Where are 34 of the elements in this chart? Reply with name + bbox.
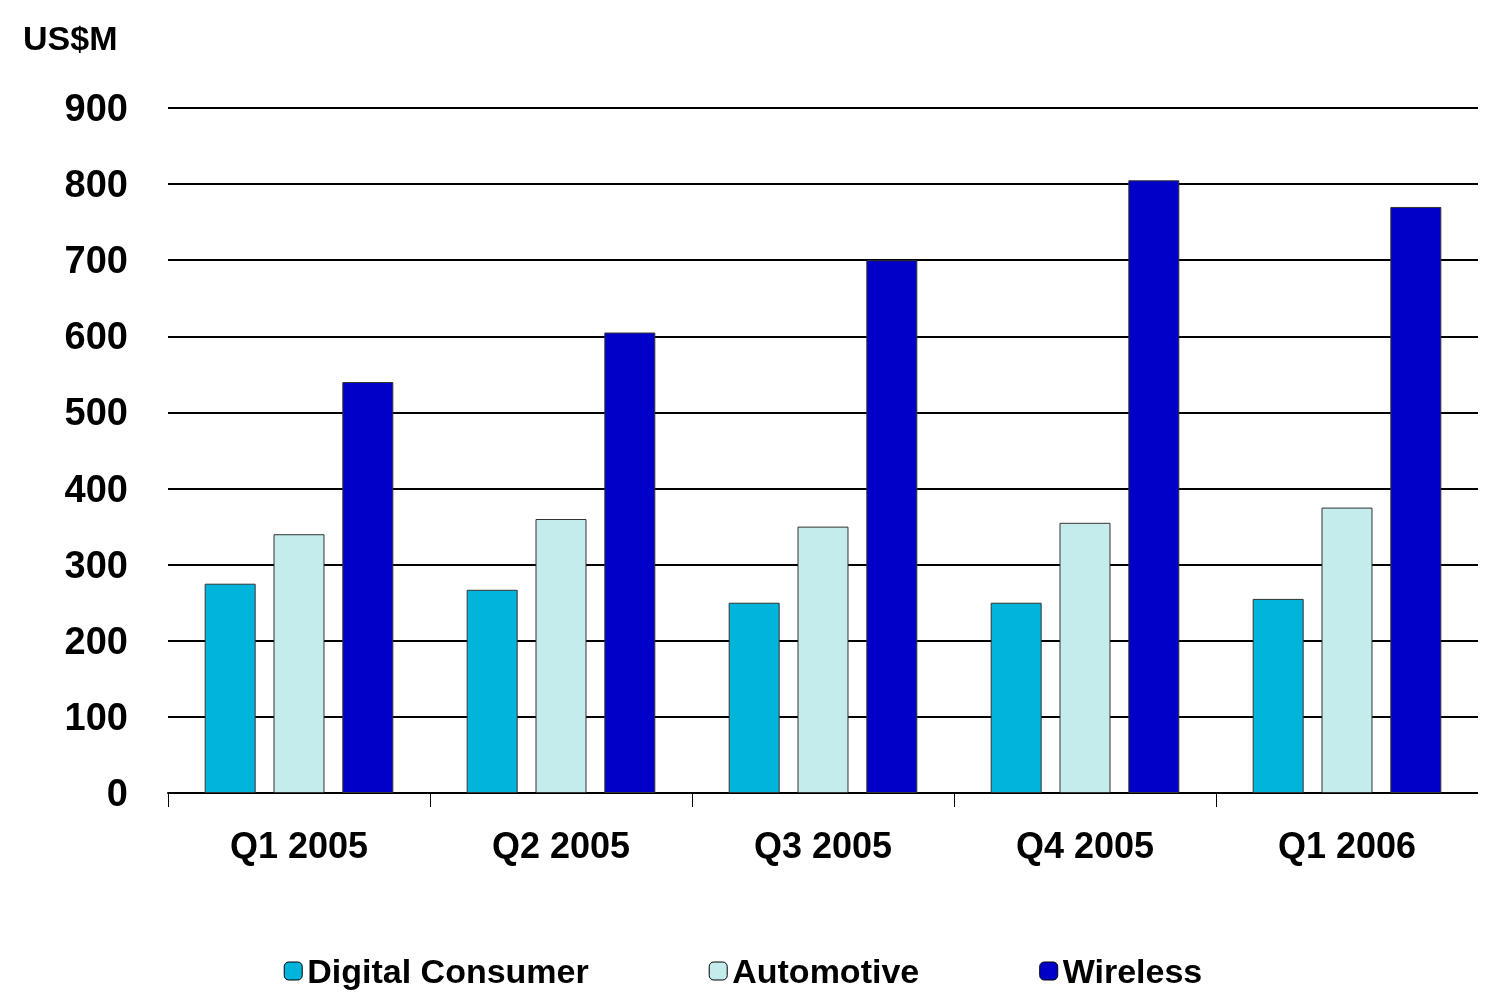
bar (1128, 180, 1180, 793)
bar (342, 382, 394, 793)
y-tick-label: 200 (64, 619, 128, 662)
legend-label: Wireless (1062, 952, 1203, 990)
bar (866, 260, 918, 793)
bar (728, 602, 780, 793)
bar (204, 583, 256, 793)
x-tick-label: Q1 2006 (1277, 824, 1417, 866)
bar (273, 534, 325, 793)
bar (535, 519, 587, 793)
bar (604, 332, 656, 793)
y-tick-label: 500 (64, 391, 128, 434)
y-tick-label: 300 (64, 543, 128, 586)
y-tick-label: 600 (64, 315, 128, 358)
x-tick-label: Q3 2005 (753, 824, 893, 866)
bar (1321, 507, 1373, 793)
legend-label: Automotive (732, 952, 920, 990)
bar (466, 589, 518, 793)
bar (990, 602, 1042, 793)
x-tick-label: Q4 2005 (1015, 824, 1155, 866)
y-tick-label: 0 (106, 772, 128, 814)
x-tick-label: Q1 2005 (229, 824, 369, 866)
y-tick-label: 800 (64, 163, 128, 206)
y-tick-label: 400 (64, 467, 128, 510)
bar (1252, 598, 1304, 793)
bar (1059, 522, 1111, 793)
bar (1390, 206, 1442, 793)
y-tick-label: 700 (64, 239, 128, 282)
y-tick-label: 900 (64, 87, 128, 129)
y-tick-label: 100 (64, 695, 128, 738)
legend-label: Digital Consumer (307, 952, 589, 990)
x-tick-label: Q2 2005 (491, 824, 631, 866)
y-axis-title: US$M (23, 19, 118, 57)
bar (797, 526, 849, 793)
